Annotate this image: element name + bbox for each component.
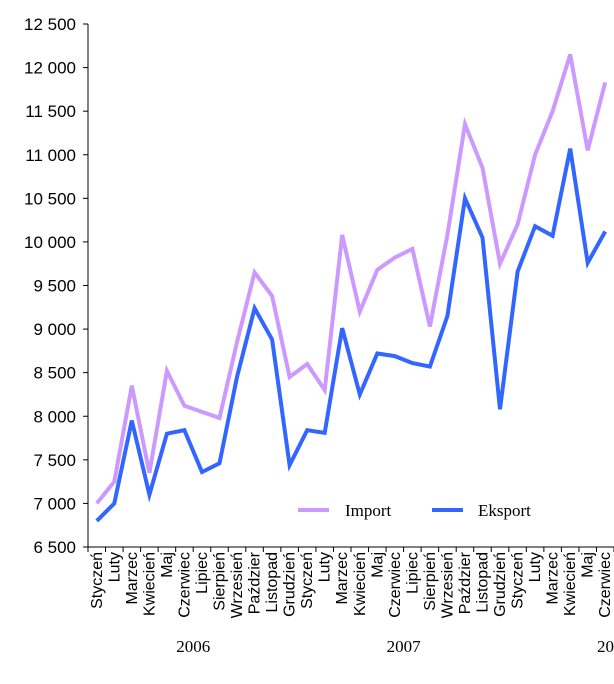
y-tick-label: 12 500 (24, 15, 76, 34)
y-tick-label: 8 000 (33, 407, 76, 426)
y-tick-label: 11 500 (25, 102, 76, 121)
x-tick-label: Sierpień (422, 552, 439, 611)
x-tick-label: Styczeń (299, 552, 316, 609)
x-tick-label: Paździer (457, 551, 474, 614)
x-tick-label: Wrzesień (439, 552, 456, 618)
y-tick-label: 10 500 (24, 189, 76, 208)
series-line-import (95, 53, 608, 505)
x-tick-label: Paździer (247, 551, 264, 614)
x-tick-label: Listopad (264, 552, 281, 613)
x-tick-label: Maj (159, 552, 176, 578)
legend-label-eksport: Eksport (478, 501, 531, 520)
x-tick-label: Czerwiec (387, 552, 404, 618)
y-tick-label: 12 000 (24, 59, 76, 78)
y-axis: 6 500 7 000 7 500 8 000 8 500 9 000 9 500 10 00… (24, 15, 89, 557)
x-tick-label: Czerwiec (597, 552, 614, 618)
x-tick-label: Luty (106, 552, 123, 582)
x-tick-label: Maj (369, 552, 386, 578)
year-label: 2008 (597, 637, 614, 656)
y-tick-label: 8 500 (33, 364, 76, 383)
x-tick-label: Marzec (124, 552, 141, 604)
year-label: 2007 (387, 637, 422, 656)
y-tick-label: 7 000 (33, 494, 76, 513)
y-tick-label: 9 500 (33, 277, 76, 296)
y-tick-label: 9 000 (33, 320, 76, 339)
x-tick-label: Luty (317, 552, 334, 582)
x-tick-label: Marzec (334, 552, 351, 604)
y-tick-label: 11 000 (25, 146, 76, 165)
series-layer (95, 53, 608, 523)
x-tick-label: Kwiecień (141, 552, 158, 616)
x-tick-label: Listopad (475, 552, 492, 613)
y-tick-label: 10 000 (24, 233, 76, 252)
x-tick-label: Marzec (545, 552, 562, 604)
y-tick-label: 6 500 (33, 538, 76, 557)
x-tick-label: Lipiec (404, 552, 421, 594)
x-tick-label: Grudzień (282, 552, 299, 617)
x-tick-label: Styczeń (510, 552, 527, 609)
year-label: 2006 (176, 637, 210, 656)
x-tick-label: Luty (527, 552, 544, 582)
x-tick-label: Czerwiec (176, 552, 193, 618)
series-line-eksport (95, 148, 607, 523)
year-labels: 2006 2007 2008 (176, 637, 614, 656)
x-tick-label: Grudzień (492, 552, 509, 617)
legend: Import Eksport (298, 501, 531, 520)
legend-label-import: Import (345, 501, 392, 520)
x-tick-label: Sierpień (212, 552, 229, 611)
x-tick-label: Kwiecień (562, 552, 579, 616)
y-tick-label: 7 500 (33, 451, 76, 470)
x-tick-label: Lipiec (194, 552, 211, 594)
x-tick-label: Maj (580, 552, 597, 578)
x-axis: Styczeń Luty Marzec Kwiecień Maj Czerwiec Lipi… (87, 546, 614, 618)
x-tick-label: Styczeń (89, 552, 106, 609)
x-tick-label: Wrzesień (229, 552, 246, 618)
x-tick-label: Kwiecień (352, 552, 369, 616)
